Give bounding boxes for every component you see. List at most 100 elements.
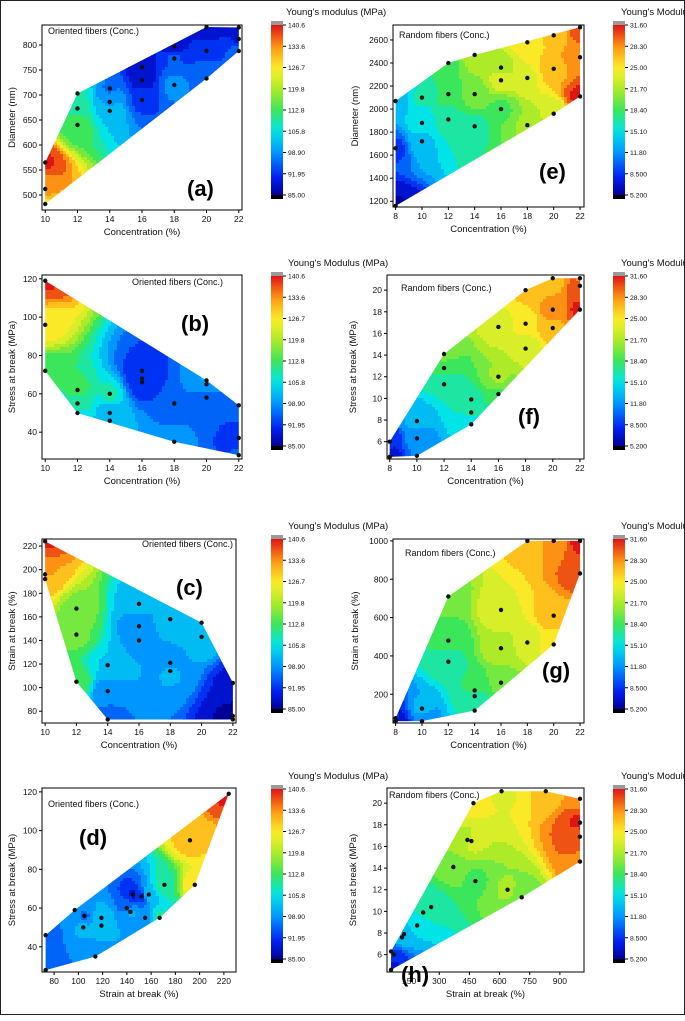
data-point bbox=[106, 663, 110, 667]
data-point bbox=[519, 895, 523, 899]
series-label: Oriented fibers (Conc.) bbox=[48, 26, 139, 36]
data-point bbox=[227, 792, 231, 796]
x-tick-label: 12 bbox=[73, 214, 83, 224]
x-tick-label: 10 bbox=[412, 463, 422, 473]
data-point bbox=[237, 37, 241, 41]
data-point bbox=[43, 202, 47, 206]
colorbar-tick-label: 18.40 bbox=[630, 108, 647, 115]
colorbar-tick-label: 112.8 bbox=[288, 622, 305, 629]
data-point bbox=[465, 838, 469, 842]
x-tick-label: 10 bbox=[40, 463, 50, 473]
x-tick-label: 10 bbox=[40, 214, 50, 224]
x-axis-title: Concentration (%) bbox=[104, 476, 181, 487]
colorbar-tick-label: 15.10 bbox=[630, 893, 647, 900]
x-tick-label: 8 bbox=[387, 463, 392, 473]
data-point bbox=[137, 638, 141, 642]
data-point bbox=[140, 98, 144, 102]
y-tick-label: 1200 bbox=[369, 196, 388, 206]
x-tick-label: 14 bbox=[105, 463, 115, 473]
data-point bbox=[578, 307, 582, 311]
data-point bbox=[125, 906, 129, 910]
data-point bbox=[499, 789, 503, 793]
colorbar-tick-label: 15.10 bbox=[630, 380, 647, 387]
colorbar-tick-label: 21.70 bbox=[630, 337, 647, 344]
data-point bbox=[389, 968, 393, 972]
series-label: Random fibers (Conc.) bbox=[401, 283, 492, 293]
colorbar-tick-label: 28.30 bbox=[630, 44, 647, 51]
x-axis-title: Strain at break (%) bbox=[446, 989, 525, 1000]
data-point bbox=[393, 99, 397, 103]
data-point bbox=[469, 410, 473, 414]
data-point bbox=[43, 577, 47, 581]
contour-field-d bbox=[45, 794, 228, 971]
data-point bbox=[472, 124, 476, 128]
data-point bbox=[131, 892, 135, 896]
contour-field-h bbox=[390, 791, 582, 971]
data-point bbox=[499, 646, 503, 650]
x-tick-label: 600 bbox=[492, 976, 506, 986]
data-point bbox=[392, 952, 396, 956]
y-tick-label: 1800 bbox=[369, 127, 388, 137]
colorbar-tick-label: 8.500 bbox=[630, 685, 647, 692]
data-point bbox=[429, 905, 433, 909]
data-point bbox=[199, 621, 203, 625]
colorbar-tick-label: 5.200 bbox=[630, 957, 647, 964]
x-tick-label: 20 bbox=[197, 727, 207, 737]
data-point bbox=[525, 640, 529, 644]
colorbar-tick-label: 21.70 bbox=[630, 850, 647, 857]
x-tick-label: 16 bbox=[496, 727, 506, 737]
colorbar-tick-label: 91.95 bbox=[288, 171, 305, 178]
data-point bbox=[147, 892, 151, 896]
y-tick-label: 80 bbox=[28, 706, 38, 716]
data-point bbox=[499, 608, 503, 612]
y-tick-label: 80 bbox=[28, 351, 38, 361]
colorbar-tick-label: 28.30 bbox=[630, 295, 647, 302]
contour-field-g bbox=[393, 539, 582, 722]
data-point bbox=[446, 61, 450, 65]
data-point bbox=[237, 436, 241, 440]
data-point bbox=[446, 594, 450, 598]
data-point bbox=[43, 572, 47, 576]
colorbar-tick-label: 98.90 bbox=[288, 664, 305, 671]
data-point bbox=[578, 276, 582, 280]
data-point bbox=[420, 95, 424, 99]
data-point bbox=[231, 681, 235, 685]
y-tick-label: 200 bbox=[23, 565, 37, 575]
y-tick-label: 160 bbox=[23, 612, 37, 622]
y-tick-label: 40 bbox=[28, 427, 38, 437]
data-point bbox=[140, 380, 144, 384]
data-point bbox=[578, 284, 582, 288]
colorbar-tick-label: 5.200 bbox=[630, 193, 647, 200]
data-point bbox=[496, 375, 500, 379]
data-point bbox=[43, 279, 47, 283]
data-point bbox=[393, 716, 397, 720]
y-tick-label: 10 bbox=[373, 393, 383, 403]
panel-letter: (b) bbox=[181, 311, 209, 336]
y-axis-title: Stress at break (MPa) bbox=[348, 834, 359, 926]
colorbar-tick-label: 126.7 bbox=[288, 579, 305, 586]
y-axis-title: Stress at break (MPa) bbox=[7, 321, 18, 413]
y-tick-label: 100 bbox=[23, 826, 37, 836]
y-tick-label: 220 bbox=[23, 541, 37, 551]
data-point bbox=[93, 954, 97, 958]
y-tick-label: 10 bbox=[373, 906, 383, 916]
y-tick-label: 2600 bbox=[369, 35, 388, 45]
data-point bbox=[43, 933, 47, 937]
data-point bbox=[525, 40, 529, 44]
y-tick-label: 650 bbox=[23, 115, 37, 125]
data-point bbox=[523, 322, 527, 326]
data-point bbox=[415, 419, 419, 423]
data-point bbox=[525, 76, 529, 80]
colorbar-tick-label: 8.500 bbox=[630, 935, 647, 942]
data-point bbox=[393, 146, 397, 150]
data-point bbox=[421, 910, 425, 914]
x-axis-title: Concentration (%) bbox=[450, 740, 527, 751]
data-point bbox=[446, 92, 450, 96]
data-point bbox=[137, 602, 141, 606]
x-axis-title: Strain at break (%) bbox=[99, 989, 178, 1000]
data-point bbox=[74, 680, 78, 684]
data-point bbox=[168, 669, 172, 673]
